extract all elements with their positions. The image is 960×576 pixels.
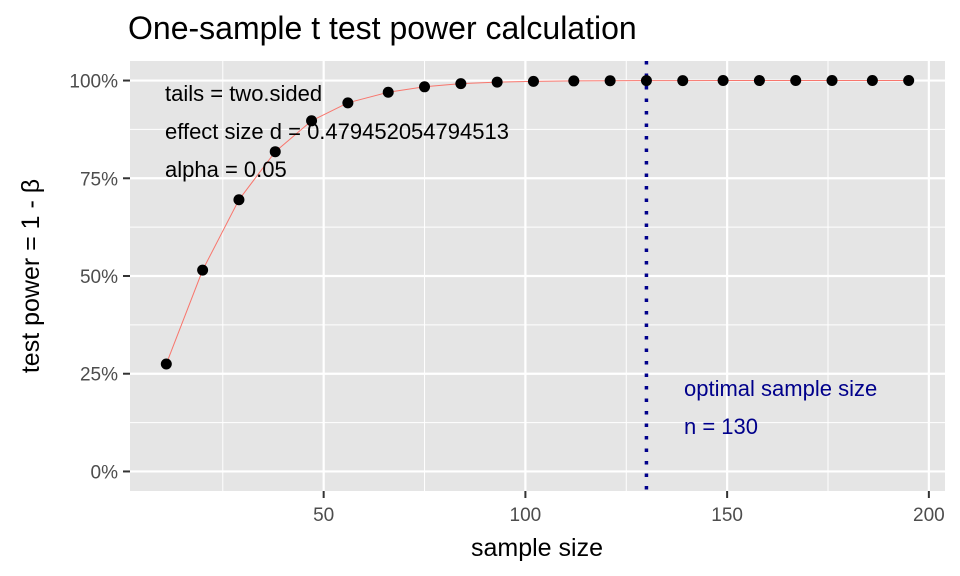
x-tick-label: 50 [313,505,334,526]
data-point [753,75,765,87]
annotation-effect-size: effect size d = 0.479452054794513 [165,119,509,144]
data-point [233,194,245,206]
x-axis-title: sample size [471,534,603,562]
data-point [491,76,503,88]
data-point [160,358,172,370]
x-tick-label: 150 [711,505,743,526]
y-axis-title: test power = 1 - β [17,179,45,373]
data-point [382,86,394,98]
y-tick-label: 50% [80,267,118,288]
annotation-alpha: alpha = 0.05 [165,157,287,182]
y-tick-label: 25% [80,365,118,386]
data-point [269,146,281,158]
data-point [568,75,580,87]
annotation-tails: tails = two.sided [165,81,322,106]
major-gridlines [130,61,945,491]
x-tick-label: 200 [913,505,945,526]
data-point [717,75,729,87]
data-point [342,97,354,109]
y-axis-ticks: 0% 25% 50% 75% 100% [69,72,130,483]
annotation-optimal-n: n = 130 [684,414,758,439]
y-tick-label: 75% [80,169,118,190]
data-point [527,75,539,87]
data-point [197,264,209,276]
data-point [604,75,616,87]
data-point [790,75,802,87]
y-tick-label: 100% [69,72,118,93]
data-point [455,78,467,90]
y-tick-label: 0% [91,462,119,483]
x-axis-ticks: 50 100 150 200 [313,491,945,526]
data-point [419,81,431,93]
power-points [160,75,915,370]
annotation-optimal-label: optimal sample size [684,376,877,401]
data-point [677,75,689,87]
x-tick-label: 100 [510,505,542,526]
data-point [826,75,838,87]
data-point [306,115,318,127]
data-point [866,75,878,87]
chart-title: One-sample t test power calculation [128,10,637,46]
data-point [903,75,915,87]
data-point [640,75,652,87]
